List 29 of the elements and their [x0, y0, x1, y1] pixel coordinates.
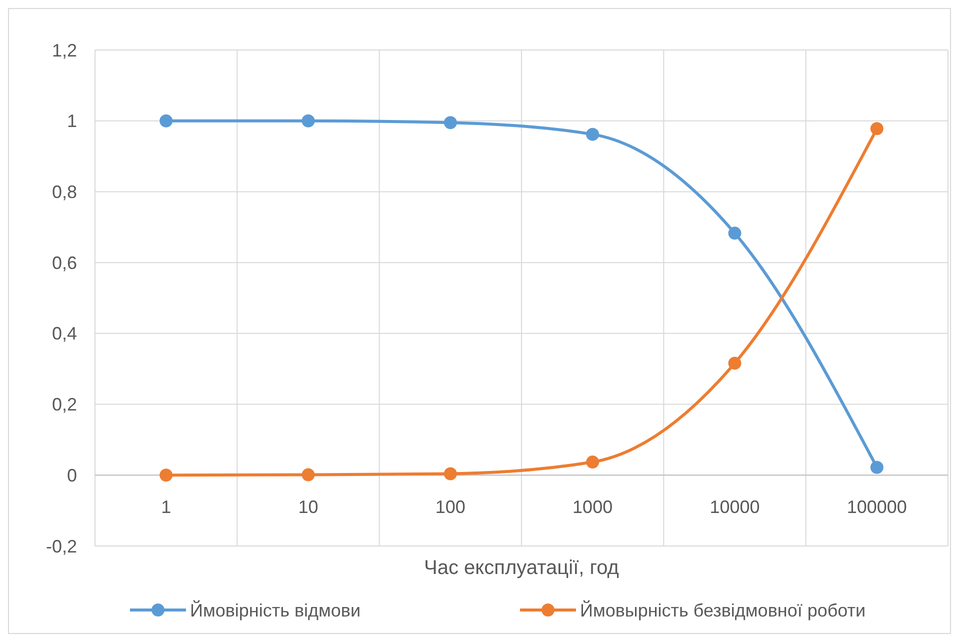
point	[444, 116, 457, 130]
x-tick-label: 10	[298, 497, 318, 518]
point	[728, 226, 742, 240]
x-axis-title: Час експлуатації, год	[424, 557, 620, 579]
point	[444, 467, 457, 480]
y-tick-label: 1,2	[52, 40, 77, 60]
point	[160, 114, 173, 128]
point	[302, 114, 315, 128]
x-tick-label: 100000	[846, 497, 907, 518]
point	[870, 122, 884, 136]
x-tick-label: 1	[161, 497, 172, 518]
x-tick-label: 1000	[572, 497, 613, 518]
y-tick-label: -0,2	[46, 536, 77, 556]
y-tick-label: 0,4	[52, 324, 77, 344]
y-tick-label: 0	[66, 465, 77, 486]
point	[302, 468, 315, 482]
legend-label: Ймовірність відмови	[190, 599, 361, 620]
x-tick-label: 10000	[710, 497, 760, 518]
legend-label: Ймовырність безвідмовної роботи	[580, 599, 866, 620]
y-tick-label: 0,6	[52, 252, 77, 273]
point	[586, 456, 600, 469]
y-tick-label: 1	[66, 111, 77, 132]
point	[586, 128, 600, 141]
point	[870, 460, 884, 474]
y-tick-label: 0,8	[52, 182, 77, 202]
y-tick-label: 0,2	[52, 394, 77, 415]
point	[160, 468, 173, 482]
point	[728, 356, 742, 370]
x-tick-label: 100	[435, 497, 466, 518]
